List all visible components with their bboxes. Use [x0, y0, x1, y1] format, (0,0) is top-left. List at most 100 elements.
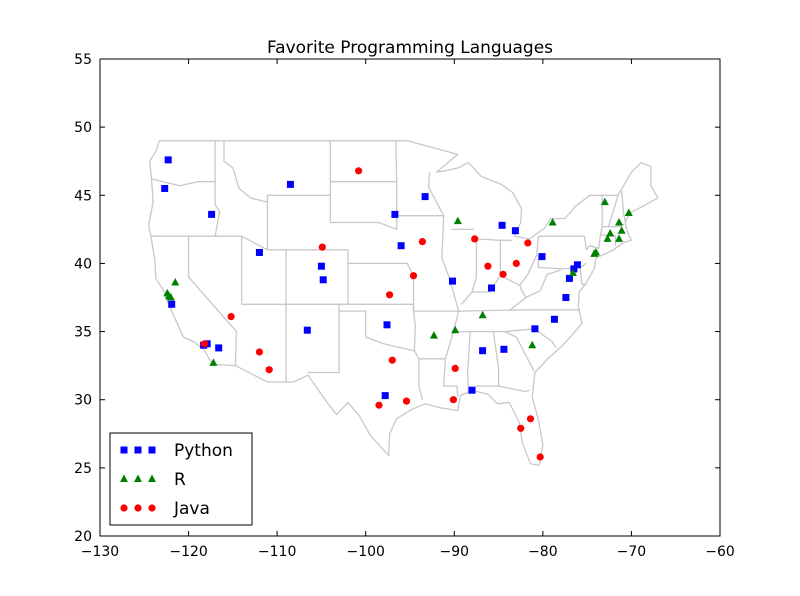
java-point [200, 340, 209, 348]
python-point [562, 294, 570, 301]
python-point [570, 265, 578, 273]
python-point [498, 221, 506, 229]
y-tick-label: 40 [74, 256, 92, 272]
python-point [397, 242, 405, 250]
r-point [592, 248, 600, 256]
x-tick-label: −60 [705, 544, 735, 560]
python-point [286, 180, 294, 188]
java-point [499, 270, 507, 278]
r-point [166, 293, 175, 301]
legend: Python R Java [109, 432, 253, 526]
state-boundary-line [412, 311, 416, 351]
state-boundary-line [470, 330, 500, 387]
legend-marker-java [134, 504, 142, 512]
y-tick-label: 50 [74, 120, 92, 136]
y-tick-label: 20 [74, 529, 92, 545]
r-point [624, 208, 633, 217]
r-point [478, 310, 487, 319]
java-point [449, 396, 457, 404]
python-point [208, 210, 216, 218]
state-boundary-line [621, 191, 626, 222]
legend-marker-r [148, 474, 156, 482]
python-point [421, 193, 429, 201]
python-point [531, 325, 539, 333]
java-point [227, 313, 235, 321]
legend-label-r: R [174, 470, 186, 490]
x-tick-label: −120 [169, 544, 207, 560]
python-point [573, 261, 581, 269]
r-point [171, 278, 180, 286]
r-point [615, 218, 624, 226]
java-point [524, 239, 532, 247]
r-point [617, 226, 626, 234]
x-tick-label: −70 [617, 544, 647, 560]
legend-marker-python [148, 446, 156, 454]
legend-entry-java: Java [120, 499, 210, 519]
state-boundary-line [285, 249, 459, 312]
state-boundary-line [472, 275, 527, 311]
y-tick-label: 45 [74, 188, 92, 204]
java-point [375, 401, 383, 409]
java-point [526, 415, 535, 423]
chart-title: Favorite Programming Languages [267, 38, 553, 58]
python-point [488, 284, 495, 292]
x-tick-label: −100 [346, 544, 384, 560]
state-boundary-line [396, 215, 460, 398]
python-point [255, 249, 263, 256]
y-tick-label: 35 [74, 325, 92, 341]
python-point [319, 276, 327, 284]
state-boundary-line [241, 236, 287, 382]
python-point [479, 347, 487, 355]
python-point [383, 321, 391, 329]
python-point [164, 156, 172, 164]
python-point [538, 253, 546, 261]
state-boundary-line [148, 140, 659, 466]
java-point [255, 348, 263, 356]
legend-entry-python: Python [120, 441, 233, 461]
java-point [265, 366, 273, 374]
python-point [303, 326, 311, 334]
legend-label-java: Java [173, 499, 210, 519]
java-point [512, 259, 520, 267]
x-tick-label: −90 [440, 544, 470, 560]
legend-label-python: Python [174, 441, 233, 461]
r-point [548, 218, 557, 226]
python-point [511, 227, 519, 235]
java-point [355, 167, 363, 175]
java-point [318, 243, 326, 251]
state-boundary-line [187, 236, 238, 366]
x-axis: −130 −120 −110 −100 −90 −80 −70 −60 [81, 59, 735, 560]
y-tick-label: 30 [74, 393, 92, 409]
python-point [468, 386, 476, 394]
legend-marker-java [148, 504, 156, 512]
state-boundary-line [151, 140, 221, 237]
state-boundary-line [215, 235, 268, 251]
state-boundary-line [329, 140, 398, 231]
java-point [536, 453, 544, 461]
y-tick-label: 25 [74, 461, 92, 477]
legend-box [109, 432, 253, 526]
java-point [409, 272, 418, 280]
java-point [471, 235, 479, 243]
state-boundary-line [498, 385, 530, 393]
legend-marker-r [120, 474, 128, 482]
data-points [161, 156, 633, 461]
state-boundary-line [519, 236, 540, 286]
r-point [600, 197, 609, 206]
java-point [388, 356, 396, 364]
python-point [215, 344, 223, 352]
x-tick-label: −80 [528, 544, 558, 560]
state-boundary-line [223, 140, 331, 203]
python-point [168, 300, 176, 308]
python-point [550, 315, 558, 323]
r-point [568, 268, 577, 276]
python-point [391, 210, 399, 218]
python-point [500, 345, 508, 353]
r-point [429, 331, 438, 339]
y-tick-label: 55 [74, 52, 92, 68]
state-boundary-line [525, 269, 561, 299]
state-boundary-line [600, 234, 617, 246]
state-boundary-line [579, 267, 587, 286]
state-boundary-line [476, 238, 512, 241]
